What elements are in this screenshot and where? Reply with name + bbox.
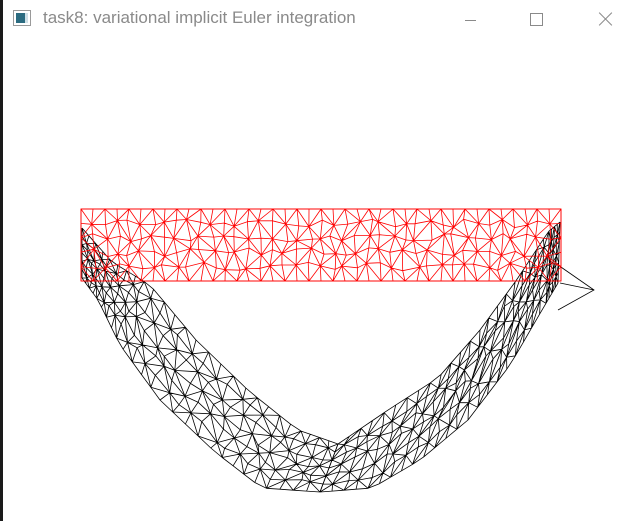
rest-mesh	[80, 208, 562, 282]
maximize-button[interactable]	[513, 0, 559, 38]
deformed-mesh-tip	[557, 264, 595, 311]
rest-mesh-grid	[80, 208, 562, 282]
minimize-icon	[464, 19, 476, 21]
render-viewport[interactable]	[3, 38, 641, 521]
window-left-border	[0, 0, 3, 521]
deformed-mesh-left-arm	[81, 227, 339, 493]
minimize-button[interactable]	[447, 0, 493, 38]
close-icon	[598, 11, 614, 27]
maximize-icon	[529, 12, 543, 26]
title-bar[interactable]: task8: variational implicit Euler integr…	[3, 0, 641, 38]
deformed-mesh	[81, 221, 595, 493]
rest-mesh-border	[80, 208, 562, 282]
simulation-canvas	[80, 208, 595, 493]
close-button[interactable]	[583, 0, 629, 38]
application-icon	[13, 10, 31, 26]
window-title: task8: variational implicit Euler integr…	[43, 8, 356, 27]
